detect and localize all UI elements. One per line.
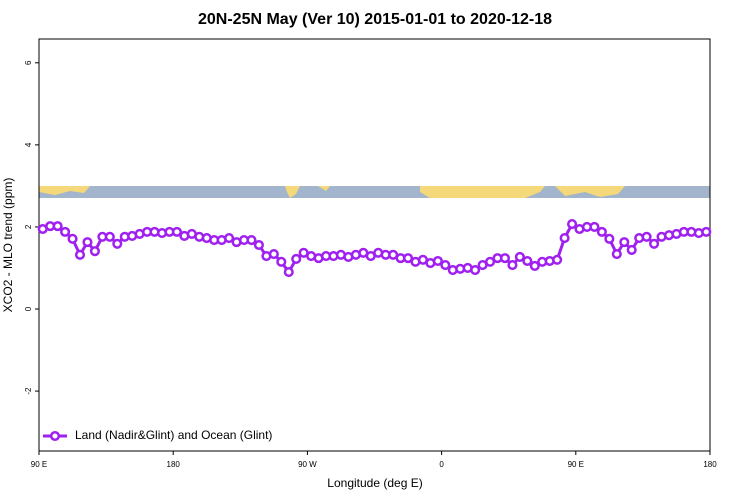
data-point bbox=[171, 226, 182, 237]
data-point bbox=[268, 248, 279, 260]
x-tick-label: 180 bbox=[703, 460, 717, 469]
data-point bbox=[67, 233, 78, 244]
data-point bbox=[291, 253, 302, 265]
data-point bbox=[60, 226, 71, 237]
data-point bbox=[559, 232, 570, 244]
data-point bbox=[485, 256, 496, 267]
chart-title: 20N-25N May (Ver 10) 2015-01-01 to 2020-… bbox=[198, 11, 552, 28]
data-point bbox=[276, 256, 287, 267]
x-axis-label: Longitude (deg E) bbox=[327, 476, 422, 490]
data-point bbox=[440, 260, 451, 271]
data-point bbox=[112, 238, 123, 249]
x-tick-label: 90 W bbox=[298, 460, 317, 469]
data-point bbox=[596, 226, 607, 237]
plot-frame bbox=[38, 38, 711, 452]
data-point bbox=[514, 251, 525, 262]
x-tick-label: 180 bbox=[167, 460, 181, 469]
data-point bbox=[701, 226, 712, 237]
y-tick-label: 6 bbox=[24, 60, 33, 65]
data-point bbox=[626, 244, 637, 255]
x-tick-label: 0 bbox=[439, 460, 444, 469]
y-axis-label: XCO2 - MLO trend (ppm) bbox=[1, 178, 15, 313]
data-point bbox=[499, 253, 511, 264]
y-tick-label: -2 bbox=[24, 387, 33, 395]
legend-marker bbox=[49, 430, 61, 442]
data-point bbox=[470, 264, 481, 276]
data-point bbox=[507, 260, 518, 271]
data-point bbox=[104, 231, 115, 242]
data-point bbox=[604, 233, 615, 244]
x-tick-label: 90 E bbox=[31, 460, 47, 469]
data-point bbox=[589, 221, 600, 232]
data-point bbox=[224, 232, 235, 244]
map-land bbox=[39, 186, 625, 198]
data-point bbox=[611, 248, 622, 260]
data-point bbox=[649, 238, 660, 249]
y-tick-label: 2 bbox=[24, 224, 33, 229]
x-tick-label: 90 E bbox=[568, 460, 584, 469]
data-point bbox=[619, 237, 630, 248]
y-tick-label: 0 bbox=[24, 306, 33, 311]
data-point bbox=[432, 255, 443, 267]
data-point bbox=[283, 267, 294, 278]
data-point bbox=[89, 246, 100, 257]
legend-label: Land (Nadir&Glint) and Ocean (Glint) bbox=[75, 428, 272, 442]
data-point bbox=[529, 260, 540, 271]
y-tick-label: 4 bbox=[24, 142, 33, 147]
data-point bbox=[522, 255, 533, 267]
data-point bbox=[567, 219, 578, 230]
data-point bbox=[246, 235, 257, 246]
data-point bbox=[403, 253, 414, 264]
data-point bbox=[641, 231, 652, 242]
data-point bbox=[552, 254, 563, 265]
data-point bbox=[74, 249, 86, 260]
data-point bbox=[52, 221, 63, 232]
data-point bbox=[82, 237, 93, 248]
data-point bbox=[253, 239, 264, 251]
